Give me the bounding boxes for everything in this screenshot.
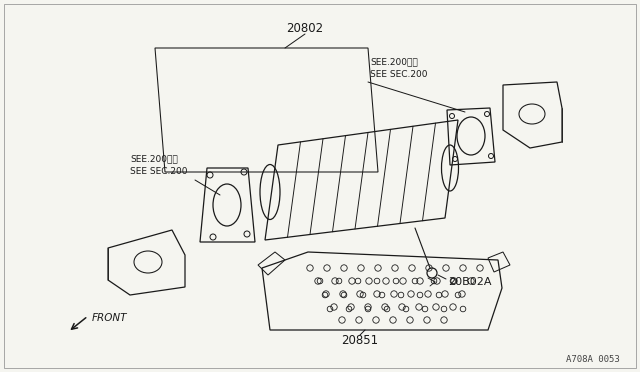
Text: 20851: 20851 (341, 334, 379, 346)
Text: SEE.200参照
SEE SEC.200: SEE.200参照 SEE SEC.200 (370, 57, 428, 79)
Text: 20802: 20802 (287, 22, 324, 35)
Text: A708A 0053: A708A 0053 (566, 356, 620, 365)
Text: 20B02A: 20B02A (448, 277, 492, 287)
Text: SEE.200参照
SEE SEC.200: SEE.200参照 SEE SEC.200 (130, 154, 188, 176)
Text: FRONT: FRONT (92, 313, 127, 323)
